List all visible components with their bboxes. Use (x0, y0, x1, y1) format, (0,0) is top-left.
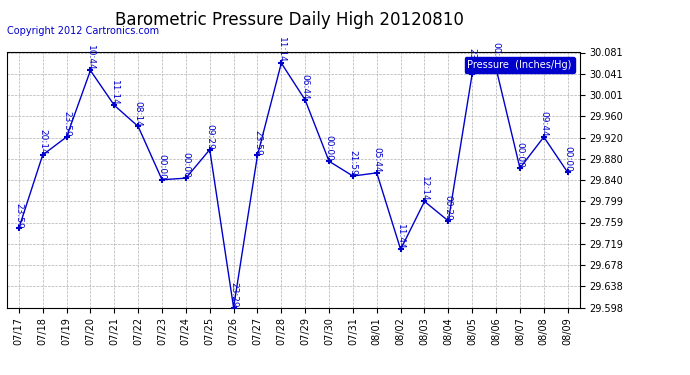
Text: 23:59: 23:59 (253, 130, 262, 156)
Text: Barometric Pressure Daily High 20120810: Barometric Pressure Daily High 20120810 (115, 11, 464, 29)
Text: 00:00: 00:00 (181, 152, 190, 178)
Text: 00:07: 00:07 (491, 42, 500, 68)
Text: 21:59: 21:59 (348, 150, 357, 176)
Text: 20:14: 20:14 (38, 129, 47, 155)
Text: 00:00: 00:00 (324, 135, 333, 161)
Text: 09:29: 09:29 (205, 124, 214, 150)
Text: 23:59: 23:59 (468, 48, 477, 74)
Text: 23:59: 23:59 (14, 202, 23, 228)
Text: 00:29: 00:29 (444, 195, 453, 221)
Text: 08:14: 08:14 (134, 100, 143, 126)
Text: 06:44: 06:44 (301, 74, 310, 100)
Text: 23:29: 23:29 (229, 282, 238, 308)
Text: Copyright 2012 Cartronics.com: Copyright 2012 Cartronics.com (7, 26, 159, 36)
Text: 00:00: 00:00 (563, 147, 572, 172)
Text: 11:14: 11:14 (277, 37, 286, 63)
Text: 09:44: 09:44 (540, 111, 549, 137)
Text: 11:44: 11:44 (396, 224, 405, 249)
Text: 00:00: 00:00 (157, 154, 166, 180)
Legend: Pressure  (Inches/Hg): Pressure (Inches/Hg) (464, 57, 575, 73)
Text: 11:14: 11:14 (110, 80, 119, 105)
Text: 05:44: 05:44 (373, 147, 382, 173)
Text: 10:44: 10:44 (86, 45, 95, 70)
Text: 23:59: 23:59 (62, 111, 71, 137)
Text: 00:00: 00:00 (515, 142, 524, 168)
Text: 12:14: 12:14 (420, 176, 429, 201)
